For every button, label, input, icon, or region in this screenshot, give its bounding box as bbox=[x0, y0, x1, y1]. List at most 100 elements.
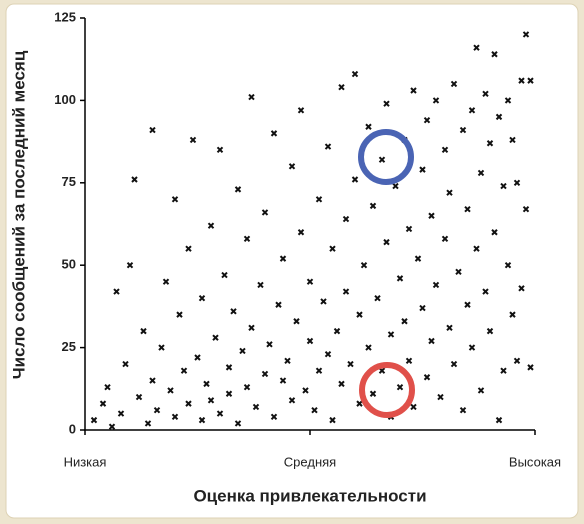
point bbox=[126, 261, 134, 269]
point bbox=[482, 90, 489, 98]
point bbox=[225, 364, 233, 371]
point bbox=[495, 416, 503, 424]
point bbox=[432, 281, 440, 289]
point bbox=[158, 344, 165, 351]
point bbox=[99, 400, 107, 407]
points bbox=[90, 31, 534, 430]
point bbox=[405, 357, 413, 364]
point bbox=[369, 202, 377, 210]
point bbox=[482, 288, 489, 295]
point bbox=[293, 318, 300, 325]
point bbox=[234, 420, 242, 427]
point bbox=[459, 407, 467, 414]
point bbox=[374, 294, 381, 302]
point bbox=[356, 400, 363, 407]
point bbox=[234, 186, 242, 193]
x-tick-label: Средняя bbox=[284, 454, 336, 469]
point bbox=[315, 196, 323, 203]
point bbox=[167, 387, 174, 394]
point bbox=[428, 212, 435, 219]
highlight-circle bbox=[359, 362, 415, 418]
point bbox=[410, 87, 417, 94]
y-tick-label: 0 bbox=[69, 421, 76, 436]
point bbox=[464, 205, 471, 213]
point bbox=[288, 397, 296, 404]
point bbox=[338, 380, 345, 388]
point bbox=[185, 245, 192, 252]
point bbox=[450, 80, 458, 88]
point bbox=[108, 423, 116, 430]
point bbox=[419, 166, 426, 173]
point bbox=[500, 182, 507, 190]
point bbox=[144, 420, 152, 427]
point bbox=[369, 390, 377, 397]
highlight-circle bbox=[358, 129, 414, 185]
point bbox=[135, 393, 143, 401]
point bbox=[522, 31, 530, 38]
point bbox=[270, 130, 278, 137]
point bbox=[473, 44, 480, 51]
point bbox=[342, 288, 350, 295]
point bbox=[153, 407, 161, 414]
point bbox=[207, 222, 215, 229]
point bbox=[437, 393, 444, 401]
point bbox=[311, 407, 318, 414]
point bbox=[356, 311, 363, 318]
point bbox=[230, 308, 237, 315]
point bbox=[414, 255, 422, 262]
point bbox=[459, 126, 467, 134]
x-tick-label: Низкая bbox=[64, 454, 107, 469]
point bbox=[162, 278, 170, 285]
point bbox=[383, 238, 390, 246]
point bbox=[486, 140, 494, 147]
point bbox=[441, 235, 449, 243]
point bbox=[423, 374, 431, 381]
point bbox=[347, 360, 354, 368]
point bbox=[203, 380, 210, 388]
point bbox=[477, 387, 485, 394]
point bbox=[185, 400, 192, 407]
point bbox=[504, 97, 512, 104]
point bbox=[306, 278, 314, 285]
point bbox=[248, 324, 255, 332]
point bbox=[248, 93, 255, 101]
point bbox=[180, 367, 188, 374]
point bbox=[216, 146, 224, 154]
point bbox=[522, 205, 530, 213]
point bbox=[441, 146, 449, 154]
point bbox=[243, 235, 251, 243]
point bbox=[320, 298, 327, 305]
point bbox=[171, 413, 179, 421]
point bbox=[216, 410, 224, 417]
point bbox=[212, 334, 219, 341]
point bbox=[446, 189, 453, 196]
point bbox=[351, 176, 359, 183]
point bbox=[527, 364, 534, 371]
point bbox=[423, 116, 431, 124]
point bbox=[518, 77, 525, 84]
point bbox=[468, 107, 476, 114]
y-tick-label: 75 bbox=[62, 174, 76, 189]
y-tick-label: 50 bbox=[62, 257, 76, 272]
point bbox=[410, 403, 417, 411]
point bbox=[117, 410, 125, 417]
point bbox=[288, 163, 296, 170]
point bbox=[495, 113, 503, 121]
point bbox=[455, 268, 462, 275]
point bbox=[504, 261, 512, 269]
point bbox=[387, 331, 395, 338]
point bbox=[140, 327, 147, 335]
point bbox=[392, 182, 399, 190]
point bbox=[198, 416, 206, 424]
x-axis-title: Оценка привлекательности bbox=[193, 486, 426, 505]
panel bbox=[5, 3, 579, 519]
point bbox=[419, 304, 426, 312]
point bbox=[401, 318, 408, 325]
point bbox=[149, 377, 156, 384]
point bbox=[338, 84, 345, 91]
point bbox=[342, 215, 350, 223]
point bbox=[239, 347, 246, 355]
point bbox=[509, 136, 516, 144]
point bbox=[360, 261, 368, 269]
